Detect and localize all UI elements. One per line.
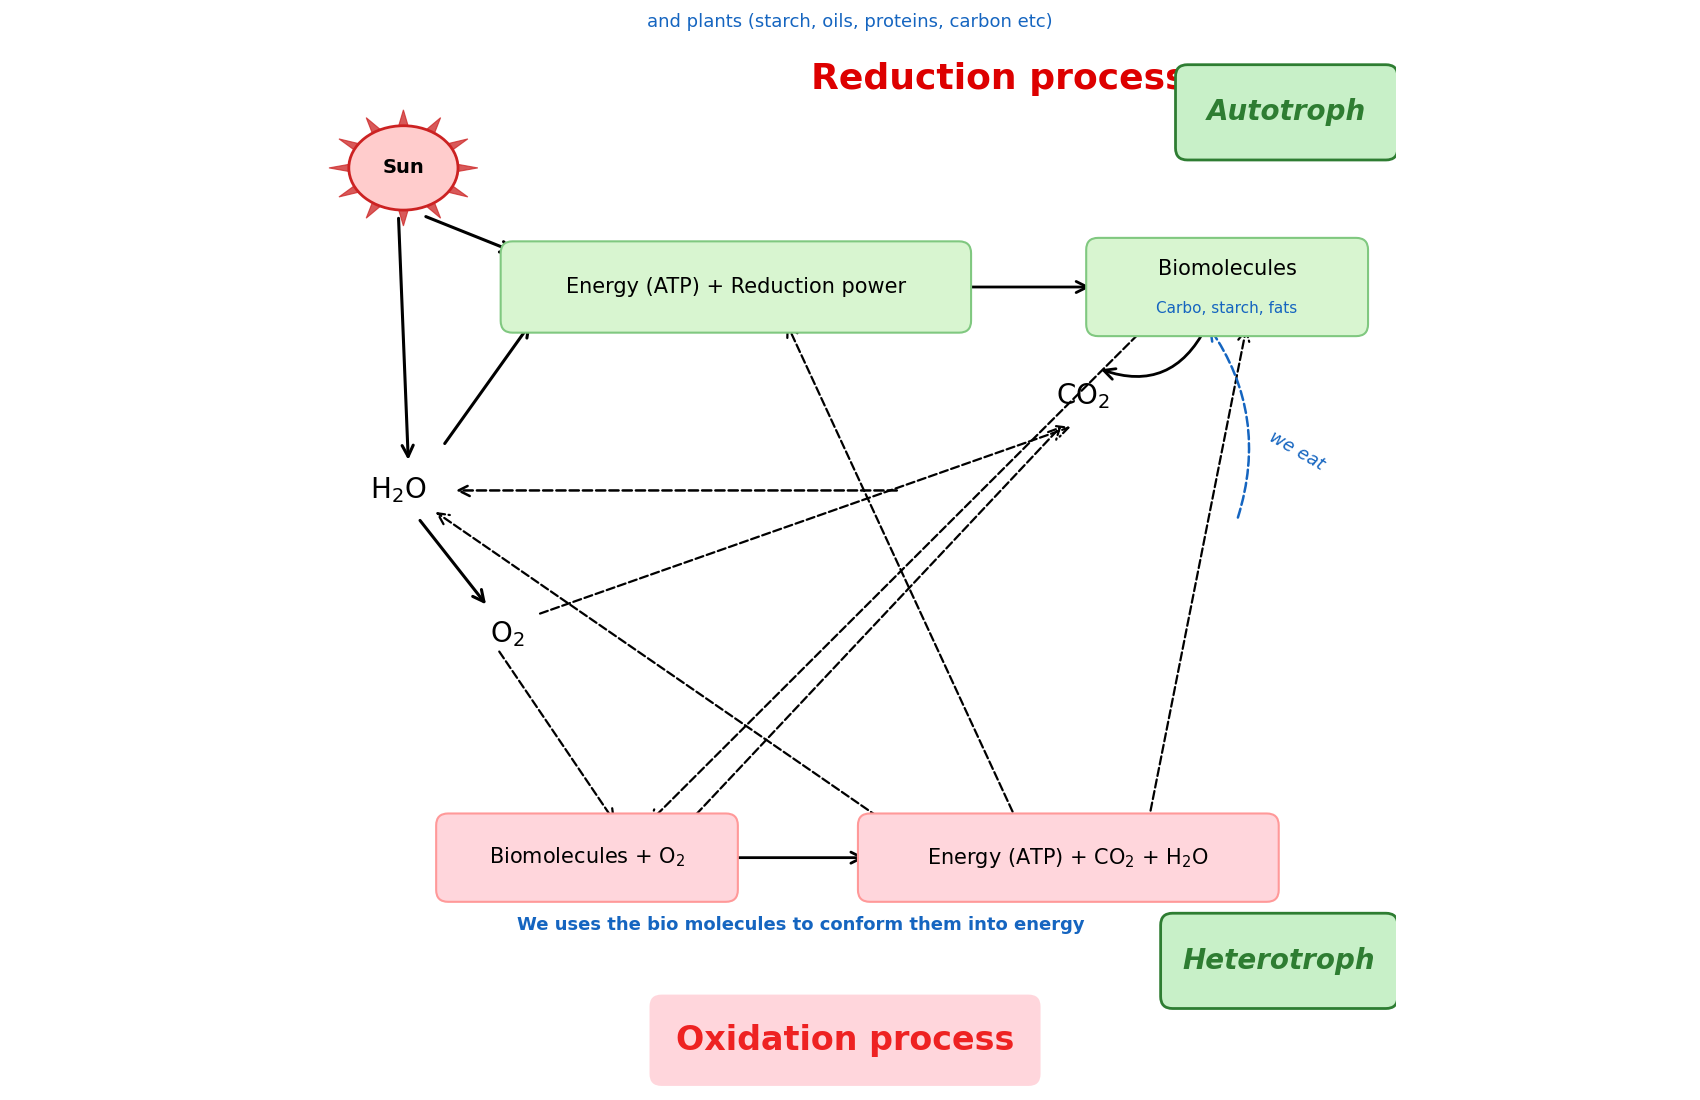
Text: Biomolecules: Biomolecules xyxy=(1158,260,1297,279)
Polygon shape xyxy=(338,182,367,197)
Text: Sun: Sun xyxy=(382,158,425,177)
Text: Energy (ATP) + CO$_2$ + H$_2$O: Energy (ATP) + CO$_2$ + H$_2$O xyxy=(928,846,1209,870)
Text: H$_2$O: H$_2$O xyxy=(371,475,427,505)
Polygon shape xyxy=(449,163,478,173)
Polygon shape xyxy=(396,204,410,226)
Text: Autotroph: Autotroph xyxy=(1207,98,1367,126)
Text: Carbo, starch, fats: Carbo, starch, fats xyxy=(1156,301,1297,317)
Text: Energy (ATP) + Reduction power: Energy (ATP) + Reduction power xyxy=(566,277,906,297)
FancyBboxPatch shape xyxy=(649,994,1040,1086)
Text: Reduction process: Reduction process xyxy=(811,62,1187,96)
Polygon shape xyxy=(366,118,386,140)
Text: CO$_2$: CO$_2$ xyxy=(1056,382,1110,411)
Polygon shape xyxy=(338,139,367,154)
Polygon shape xyxy=(440,139,468,154)
FancyBboxPatch shape xyxy=(1161,913,1397,1009)
Text: and plants (starch, oils, proteins, carbon etc): and plants (starch, oils, proteins, carb… xyxy=(648,13,1052,31)
Polygon shape xyxy=(396,110,410,132)
Text: Heterotroph: Heterotroph xyxy=(1183,947,1375,975)
Polygon shape xyxy=(440,182,468,197)
Text: Oxidation process: Oxidation process xyxy=(677,1024,1015,1057)
Text: Biomolecules + O$_2$: Biomolecules + O$_2$ xyxy=(490,846,685,869)
FancyBboxPatch shape xyxy=(1175,65,1397,160)
Polygon shape xyxy=(330,163,357,173)
Text: we eat: we eat xyxy=(1266,428,1328,474)
FancyBboxPatch shape xyxy=(437,814,738,902)
FancyBboxPatch shape xyxy=(858,814,1278,902)
FancyBboxPatch shape xyxy=(1086,238,1368,337)
Text: O$_2$: O$_2$ xyxy=(490,619,525,649)
FancyBboxPatch shape xyxy=(502,241,971,332)
Polygon shape xyxy=(422,197,440,218)
Polygon shape xyxy=(366,197,386,218)
Text: We uses the bio molecules to conform them into energy: We uses the bio molecules to conform the… xyxy=(517,916,1085,934)
Polygon shape xyxy=(422,118,440,140)
Ellipse shape xyxy=(348,125,457,210)
